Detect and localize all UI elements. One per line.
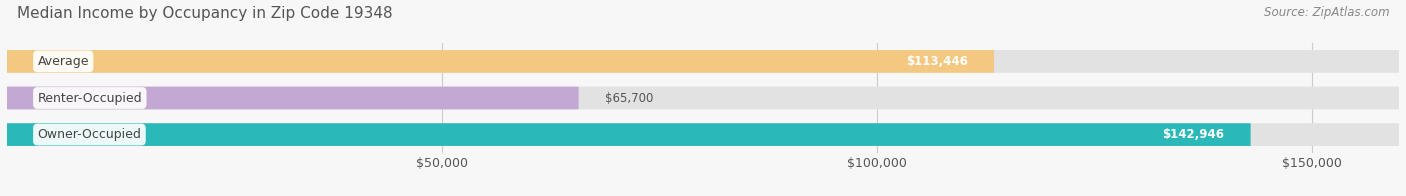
Text: $142,946: $142,946 xyxy=(1163,128,1225,141)
FancyBboxPatch shape xyxy=(7,123,1250,146)
FancyBboxPatch shape xyxy=(7,87,579,109)
FancyBboxPatch shape xyxy=(7,123,1399,146)
Text: $113,446: $113,446 xyxy=(905,55,967,68)
Text: Renter-Occupied: Renter-Occupied xyxy=(38,92,142,104)
FancyBboxPatch shape xyxy=(7,50,1399,73)
Text: Owner-Occupied: Owner-Occupied xyxy=(38,128,142,141)
FancyBboxPatch shape xyxy=(7,87,1399,109)
Text: Average: Average xyxy=(38,55,89,68)
FancyBboxPatch shape xyxy=(7,50,994,73)
Text: Median Income by Occupancy in Zip Code 19348: Median Income by Occupancy in Zip Code 1… xyxy=(17,6,392,21)
Text: $65,700: $65,700 xyxy=(605,92,652,104)
Text: Source: ZipAtlas.com: Source: ZipAtlas.com xyxy=(1264,6,1389,19)
